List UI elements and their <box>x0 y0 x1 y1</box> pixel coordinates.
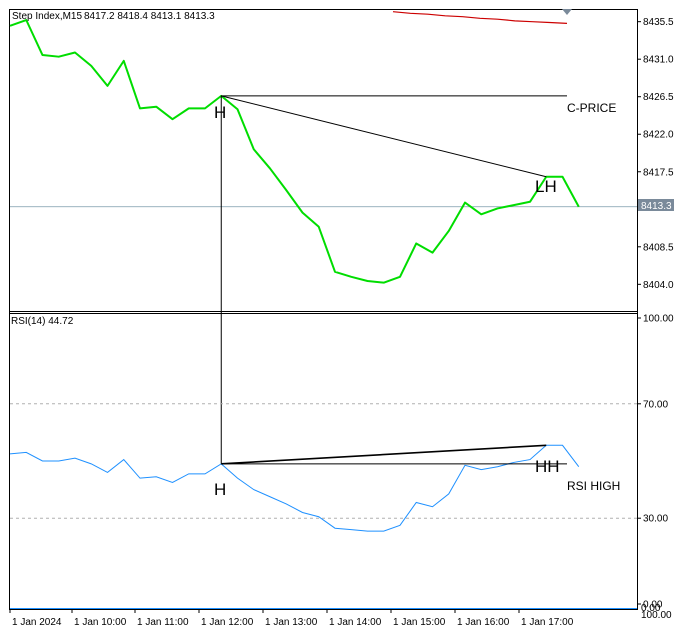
time-tick-label: 1 Jan 2024 <box>12 617 62 628</box>
time-axis: 1 Jan 2024 1 Jan 10:00 1 Jan 11:00 1 Jan 12… <box>9 609 574 628</box>
rsi-series-line <box>9 444 580 532</box>
rsi-bottom-label-a: 0.00 <box>641 603 661 614</box>
price-series-line <box>9 19 580 284</box>
rsi-tick-label: 0.00 <box>643 600 663 611</box>
price-tick-label: 8431.0 <box>643 55 674 66</box>
rsi-high-label: H <box>214 480 226 499</box>
price-pane-symbol: Step Index,M15 <box>12 11 82 22</box>
rsi-tick-label: 70.00 <box>643 399 668 410</box>
time-tick-label: 1 Jan 10:00 <box>74 617 127 628</box>
rsi-tick-label: 30.00 <box>643 514 668 525</box>
rsi-tick-label: 100.00 <box>643 314 674 325</box>
rsi-high-text: RSI HIGH <box>567 479 620 493</box>
price-tick-label: 8417.5 <box>643 167 674 178</box>
rsi-pane: 100.00 70.00 30.00 0.00 <box>9 314 674 611</box>
time-tick-label: 1 Jan 12:00 <box>201 617 254 628</box>
time-tick-label: 1 Jan 17:00 <box>521 617 574 628</box>
time-tick-label: 1 Jan 16:00 <box>457 617 510 628</box>
price-high-label: H <box>214 103 226 122</box>
price-tick-label: 8435.5 <box>643 17 674 28</box>
chart-frame <box>9 9 638 610</box>
price-lower-high-label: LH <box>535 177 557 196</box>
price-pane-ohlc: 8417.2 8418.4 8413.1 8413.3 <box>84 11 215 22</box>
c-price-label: C-PRICE <box>567 101 616 115</box>
time-tick-label: 1 Jan 11:00 <box>137 617 189 628</box>
rsi-trend-line <box>221 444 547 465</box>
price-pane: 8435.5 8431.0 8426.5 8422.0 8417.5 8408.5 8404… <box>9 11 674 464</box>
price-trend-line <box>221 95 547 178</box>
price-series-red-line <box>392 11 568 24</box>
current-price-badge <box>638 199 674 211</box>
rsi-higher-high-label: HH <box>535 457 560 476</box>
time-tick-label: 1 Jan 14:00 <box>329 617 382 628</box>
current-price-value: 8413.3 <box>641 201 672 212</box>
rsi-bottom-label-b: 100.00 <box>641 610 672 621</box>
price-tick-label: 8408.5 <box>643 242 674 253</box>
scroll-marker-icon[interactable] <box>562 9 572 15</box>
time-tick-label: 1 Jan 13:00 <box>265 617 318 628</box>
time-tick-label: 1 Jan 15:00 <box>393 617 446 628</box>
price-tick-label: 8426.5 <box>643 92 674 103</box>
price-tick-label: 8422.0 <box>643 130 674 141</box>
price-tick-label: 8404.0 <box>643 280 674 291</box>
rsi-pane-header: RSI(14) 44.72 <box>11 316 74 327</box>
